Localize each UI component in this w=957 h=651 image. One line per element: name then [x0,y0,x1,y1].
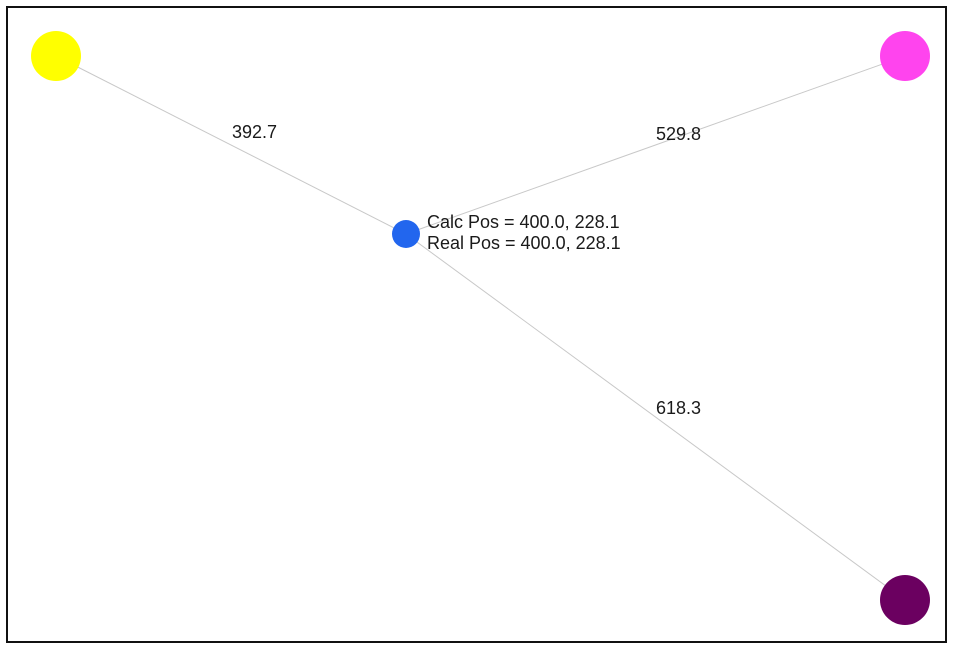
trilateration-canvas: 392.7 529.8 618.3 Calc Pos = 400.0, 228.… [6,6,947,643]
beacon-yellow[interactable] [31,31,81,81]
distance-label-yellow: 392.7 [232,122,277,142]
beacon-magenta[interactable] [880,31,930,81]
edge-purple [405,233,906,601]
diagram-svg: 392.7 529.8 618.3 Calc Pos = 400.0, 228.… [31,31,930,625]
real-pos-label: Real Pos = 400.0, 228.1 [427,233,621,253]
calc-pos-label: Calc Pos = 400.0, 228.1 [427,212,620,232]
distance-label-purple: 618.3 [656,398,701,418]
edge-yellow [55,55,407,235]
target-point[interactable] [392,220,420,248]
distance-label-magenta: 529.8 [656,124,701,144]
beacon-purple[interactable] [880,575,930,625]
edge-magenta [405,55,906,235]
